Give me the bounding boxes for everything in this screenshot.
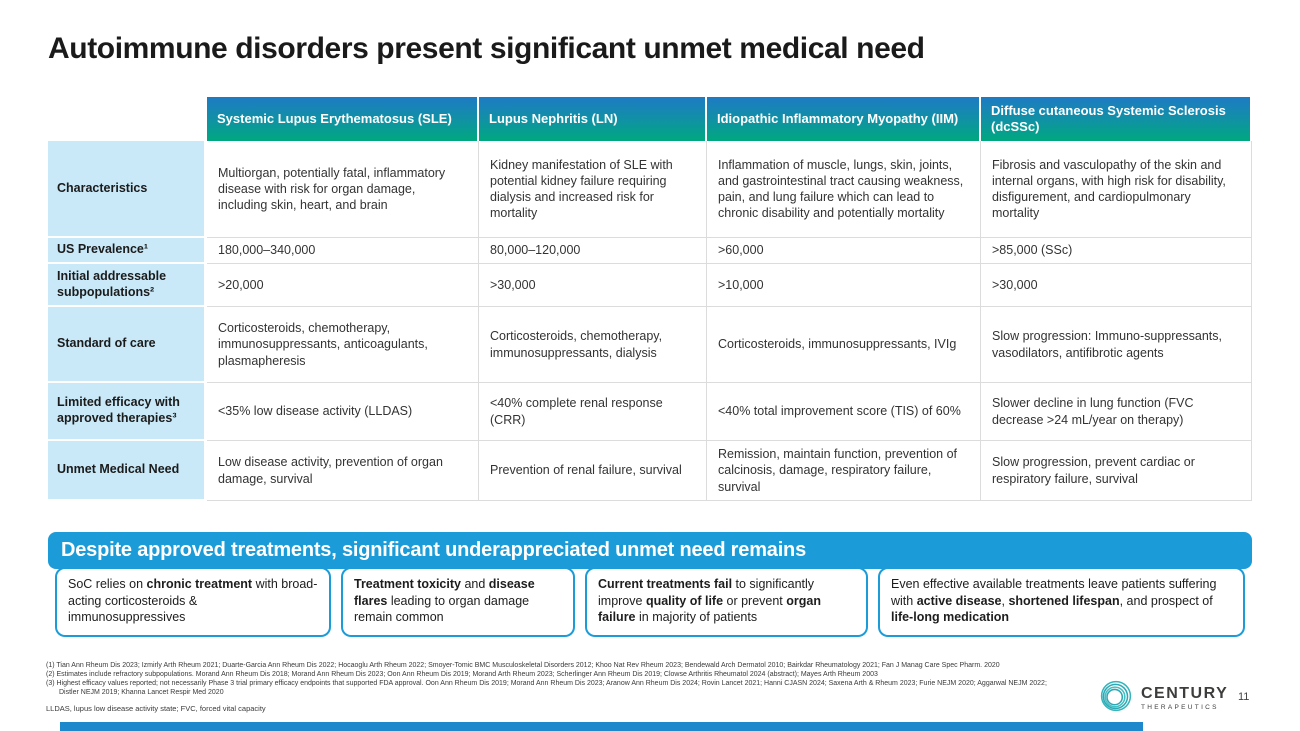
callout-row: SoC relies on chronic treatment with bro… — [55, 567, 1245, 637]
table-cell: <35% low disease activity (LLDAS) — [207, 383, 479, 441]
column-header-sle: Systemic Lupus Erythematosus (SLE) — [207, 97, 479, 141]
footnote-line: (3) Highest efficacy values reported; no… — [46, 680, 1047, 688]
table-cell: >20,000 — [207, 264, 479, 307]
column-header-iim: Idiopathic Inflammatory Myopathy (IIM) — [707, 97, 981, 141]
footnote-line: Distler NEJM 2019; Khanna Lancet Respir … — [59, 689, 224, 697]
table-cell: <40% complete renal response (CRR) — [479, 383, 707, 441]
table-cell: Corticosteroids, immunosuppressants, IVI… — [707, 307, 981, 383]
table-cell: <40% total improvement score (TIS) of 60… — [707, 383, 981, 441]
row-label: Limited efficacy with approved therapies… — [48, 383, 207, 441]
table-cell: >85,000 (SSc) — [981, 238, 1252, 264]
column-header-ln: Lupus Nephritis (LN) — [479, 97, 707, 141]
footnote-references: (1) Tian Ann Rheum Dis 2023; Izmirly Art… — [46, 661, 1086, 697]
logo-name: CENTURY — [1141, 685, 1229, 702]
table-cell: Low disease activity, prevention of orga… — [207, 441, 479, 501]
table-cell: Prevention of renal failure, survival — [479, 441, 707, 501]
row-label: Initial addressable subpopulations² — [48, 264, 207, 307]
table-cell: >30,000 — [981, 264, 1252, 307]
table-row-limited-efficacy: Limited efficacy with approved therapies… — [48, 383, 1252, 441]
disease-comparison-table: Systemic Lupus Erythematosus (SLE) Lupus… — [48, 97, 1252, 501]
column-header-dcssc: Diffuse cutaneous Systemic Sclerosis (dc… — [981, 97, 1252, 141]
table-header-row: Systemic Lupus Erythematosus (SLE) Lupus… — [48, 97, 1252, 141]
century-logo-text: CENTURY THERAPEUTICS — [1141, 685, 1229, 712]
footnote-line: (2) Estimates include refractory subpopu… — [46, 671, 878, 679]
callout-box-treatments-fail: Current treatments fail to significantly… — [585, 567, 868, 637]
callout-box-soc: SoC relies on chronic treatment with bro… — [55, 567, 331, 637]
page-title: Autoimmune disorders present significant… — [48, 32, 925, 65]
table-row-unmet-medical-need: Unmet Medical Need Low disease activity,… — [48, 441, 1252, 501]
page-number: 11 — [1238, 691, 1250, 703]
bottom-accent-bar — [60, 722, 1143, 731]
table-cell: 180,000–340,000 — [207, 238, 479, 264]
table-cell: 80,000–120,000 — [479, 238, 707, 264]
logo-subtitle: THERAPEUTICS — [1141, 704, 1219, 711]
table-cell: Fibrosis and vasculopathy of the skin an… — [981, 141, 1252, 238]
abbreviations-note: LLDAS, lupus low disease activity state;… — [46, 704, 266, 713]
table-cell: >30,000 — [479, 264, 707, 307]
table-row-us-prevalence: US Prevalence¹ 180,000–340,000 80,000–12… — [48, 238, 1252, 264]
table-cell: Slow progression, prevent cardiac or res… — [981, 441, 1252, 501]
table-row-subpopulations: Initial addressable subpopulations² >20,… — [48, 264, 1252, 307]
table-cell: Inflammation of muscle, lungs, skin, joi… — [707, 141, 981, 238]
callout-box-toxicity: Treatment toxicity and disease flares le… — [341, 567, 575, 637]
table-cell: Slower decline in lung function (FVC dec… — [981, 383, 1252, 441]
table-cell: Corticosteroids, chemotherapy, immunosup… — [207, 307, 479, 383]
table-cell: Kidney manifestation of SLE with potenti… — [479, 141, 707, 238]
table-cell: Remission, maintain function, prevention… — [707, 441, 981, 501]
century-logo: CENTURY THERAPEUTICS — [1098, 678, 1228, 719]
banner-title: Despite approved treatments, significant… — [48, 532, 1252, 569]
table-cell: Corticosteroids, chemotherapy, immunosup… — [479, 307, 707, 383]
table-cell: >60,000 — [707, 238, 981, 264]
row-label: Standard of care — [48, 307, 207, 383]
footnote-line: (1) Tian Ann Rheum Dis 2023; Izmirly Art… — [46, 662, 1000, 669]
century-logo-icon — [1098, 678, 1134, 719]
table-cell: Slow progression: Immuno-suppressants, v… — [981, 307, 1252, 383]
table-cell: Multiorgan, potentially fatal, inflammat… — [207, 141, 479, 238]
row-label: Characteristics — [48, 141, 207, 238]
table-row-characteristics: Characteristics Multiorgan, potentially … — [48, 141, 1252, 238]
table-row-standard-of-care: Standard of care Corticosteroids, chemot… — [48, 307, 1252, 383]
table-cell: >10,000 — [707, 264, 981, 307]
callout-box-lifelong: Even effective available treatments leav… — [878, 567, 1245, 637]
row-label: Unmet Medical Need — [48, 441, 207, 501]
row-label: US Prevalence¹ — [48, 238, 207, 264]
table-corner-cell — [48, 97, 207, 141]
